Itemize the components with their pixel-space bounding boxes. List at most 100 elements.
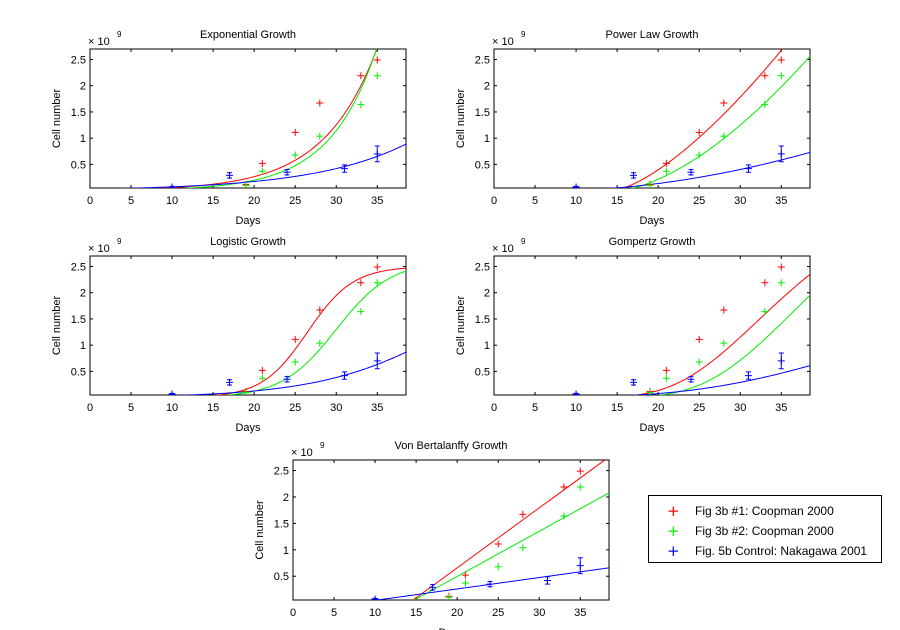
error-bar-blue: [341, 371, 347, 380]
legend-entry-blue: + Fig. 5b Control: Nakagawa 2001: [649, 542, 881, 562]
data-points: [371, 467, 584, 600]
y-axis-label: Cell number: [254, 500, 266, 560]
y-axis-label: Cell number: [51, 89, 63, 149]
y-exponent: 9: [117, 30, 122, 39]
y-tick-label: 2: [484, 81, 490, 93]
y-tick-label: 1: [484, 340, 490, 352]
y-exponent: 9: [320, 441, 325, 450]
point-green: [695, 358, 703, 366]
y-tick-label: 1: [80, 340, 86, 352]
x-tick-label: 20: [451, 607, 463, 619]
x-axis-label: Days: [235, 215, 261, 227]
x-tick-label: 10: [570, 402, 582, 414]
x-tick-label: 25: [693, 195, 705, 207]
data-points: [572, 56, 785, 188]
y-tick-label: 2.5: [475, 261, 490, 273]
point-green: [373, 72, 381, 80]
point-green: [242, 388, 250, 395]
x-tick-label: 15: [410, 607, 422, 619]
point-green: [494, 563, 502, 571]
error-bar-blue: [631, 172, 637, 179]
point-red: [777, 56, 785, 64]
error-bar-blue: [745, 371, 751, 380]
x-tick-label: 15: [207, 195, 219, 207]
point-green: [777, 72, 785, 80]
x-tick-label: 25: [492, 607, 504, 619]
point-green: [646, 181, 654, 188]
fit-curve-blue: [174, 351, 406, 395]
x-axis-label: Days: [235, 422, 261, 434]
y-tick-label: 0.5: [71, 366, 86, 378]
point-green: [316, 339, 324, 347]
point-red: [291, 128, 299, 136]
x-tick-label: 30: [330, 195, 342, 207]
error-bar-blue: [227, 379, 233, 386]
point-red: [316, 99, 324, 107]
x-tick-label: 30: [734, 195, 746, 207]
point-red: [316, 306, 324, 314]
data-points: [168, 56, 381, 188]
y-multiplier: × 10: [88, 36, 110, 48]
point-green: [242, 181, 250, 188]
point-red: [662, 366, 670, 374]
point-red: [461, 571, 469, 579]
point-red: [761, 279, 769, 287]
point-red: [357, 279, 365, 287]
error-bar-blue: [778, 352, 784, 370]
x-tick-label: 5: [532, 402, 538, 414]
legend-entry-green: + Fig 3b #2: Coopman 2000: [649, 522, 881, 542]
y-exponent: 9: [117, 237, 122, 246]
x-tick-label: 20: [652, 195, 664, 207]
error-bar-blue: [169, 392, 175, 395]
x-tick-label: 5: [331, 607, 337, 619]
x-tick-label: 0: [491, 402, 497, 414]
point-green: [445, 593, 453, 600]
point-green: [373, 279, 381, 287]
fit-curves: [117, 49, 406, 188]
x-tick-label: 30: [533, 607, 545, 619]
x-tick-label: 10: [166, 195, 178, 207]
error-bar-blue: [341, 164, 347, 173]
y-exponent: 9: [521, 30, 526, 39]
point-green: [357, 101, 365, 109]
y-tick-label: 2.5: [71, 54, 86, 66]
data-points: [572, 263, 785, 395]
x-tick-label: 10: [369, 607, 381, 619]
point-green: [646, 388, 654, 395]
subplot-2: 0 5 10 15 20 25 30 35 0.5 1 1.5 2 2.5 Power Law Growt…: [455, 29, 811, 227]
x-axis-label: Days: [639, 422, 665, 434]
fit-curve-green: [179, 49, 378, 188]
y-multiplier: × 10: [291, 447, 313, 459]
y-exponent: 9: [521, 237, 526, 246]
fit-curve-green: [631, 55, 810, 188]
point-green: [662, 167, 670, 175]
x-tick-label: 10: [166, 402, 178, 414]
y-tick-label: 0.5: [475, 366, 490, 378]
error-bar-blue: [372, 597, 378, 600]
error-bar-blue: [284, 169, 290, 176]
point-red: [695, 335, 703, 343]
fit-curve-red: [622, 49, 784, 188]
x-tick-label: 15: [207, 402, 219, 414]
legend-label-red: Fig 3b #1: Coopman 2000: [695, 504, 834, 518]
point-green: [316, 132, 324, 140]
point-red: [560, 483, 568, 491]
error-bar-blue: [778, 145, 784, 163]
legend-label-blue: Fig. 5b Control: Nakagawa 2001: [695, 544, 868, 558]
fit-curve-red: [213, 267, 406, 395]
axes-frame: [493, 255, 811, 396]
x-tick-label: 20: [248, 195, 260, 207]
x-axis-label: Days: [639, 215, 665, 227]
point-green: [662, 374, 670, 382]
point-red: [291, 335, 299, 343]
x-tick-label: 10: [570, 195, 582, 207]
error-bar-blue: [227, 172, 233, 179]
x-tick-label: 35: [775, 402, 787, 414]
error-bar-blue: [688, 376, 694, 383]
legend-entry-red: + Fig 3b #1: Coopman 2000: [649, 502, 881, 522]
y-multiplier: × 10: [88, 243, 110, 255]
point-green: [761, 101, 769, 109]
legend: + Fig 3b #1: Coopman 2000 + Fig 3b #2: C…: [648, 495, 882, 563]
y-axis-label: Cell number: [455, 296, 467, 356]
point-green: [777, 279, 785, 287]
